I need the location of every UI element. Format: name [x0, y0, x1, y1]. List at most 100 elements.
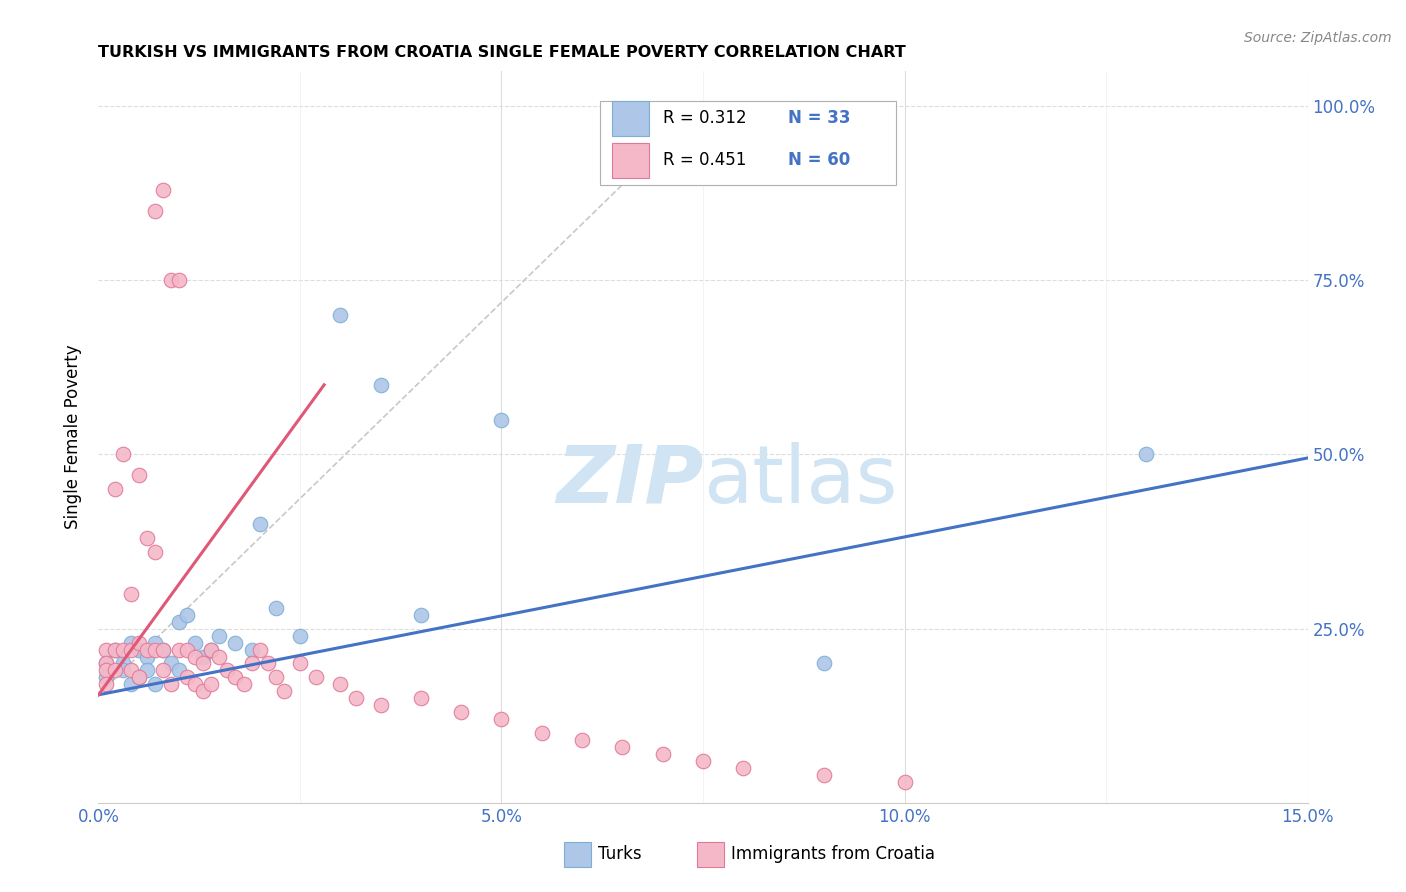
Text: R = 0.451: R = 0.451	[664, 152, 747, 169]
Text: Immigrants from Croatia: Immigrants from Croatia	[731, 845, 935, 863]
Point	[128, 468, 150, 483]
Point	[249, 642, 271, 657]
Point	[224, 635, 246, 649]
Point	[612, 740, 634, 755]
Text: atlas: atlas	[703, 442, 897, 520]
Point	[184, 649, 207, 664]
Point	[111, 642, 134, 657]
Point	[1135, 448, 1157, 462]
Point	[329, 308, 352, 322]
Point	[409, 691, 432, 706]
Point	[167, 615, 190, 629]
Point	[135, 531, 157, 545]
Point	[530, 726, 553, 740]
Point	[200, 642, 222, 657]
Point	[120, 635, 142, 649]
Text: R = 0.312: R = 0.312	[664, 110, 747, 128]
Point	[571, 733, 593, 747]
Point	[249, 517, 271, 532]
Point	[128, 642, 150, 657]
Point	[813, 657, 835, 671]
Point	[152, 642, 174, 657]
Text: ZIP: ZIP	[555, 442, 703, 520]
Point	[96, 677, 118, 691]
Point	[96, 670, 118, 684]
Point	[120, 664, 142, 678]
Point	[103, 642, 125, 657]
FancyBboxPatch shape	[600, 101, 897, 185]
Text: TURKISH VS IMMIGRANTS FROM CROATIA SINGLE FEMALE POVERTY CORRELATION CHART: TURKISH VS IMMIGRANTS FROM CROATIA SINGL…	[98, 45, 907, 61]
Bar	[697, 841, 724, 867]
Point	[96, 657, 118, 671]
Point	[200, 677, 222, 691]
Point	[193, 684, 215, 698]
Point	[329, 677, 352, 691]
Point	[193, 657, 215, 671]
Point	[111, 657, 134, 671]
Point	[135, 664, 157, 678]
Point	[143, 642, 166, 657]
Point	[167, 664, 190, 678]
Y-axis label: Single Female Poverty: Single Female Poverty	[65, 345, 83, 529]
Point	[152, 664, 174, 678]
Point	[240, 657, 263, 671]
Point	[184, 635, 207, 649]
Text: N = 33: N = 33	[787, 110, 851, 128]
Point	[733, 761, 755, 775]
Point	[232, 677, 254, 691]
Point	[143, 203, 166, 218]
Point	[370, 377, 392, 392]
Point	[128, 670, 150, 684]
Point	[120, 587, 142, 601]
Point	[128, 670, 150, 684]
Point	[193, 649, 215, 664]
Point	[208, 649, 231, 664]
Point	[120, 642, 142, 657]
Point	[96, 664, 118, 678]
Point	[167, 273, 190, 287]
Point	[143, 635, 166, 649]
Point	[651, 747, 673, 761]
Point	[184, 677, 207, 691]
Point	[152, 642, 174, 657]
Point	[176, 607, 198, 622]
Point	[450, 705, 472, 719]
Point	[344, 691, 367, 706]
Point	[217, 664, 239, 678]
Point	[160, 273, 183, 287]
Point	[103, 664, 125, 678]
Point	[264, 600, 287, 615]
Point	[491, 412, 513, 426]
Text: N = 60: N = 60	[787, 152, 849, 169]
Point	[692, 754, 714, 768]
Point	[152, 183, 174, 197]
Point	[96, 657, 118, 671]
Text: Turks: Turks	[598, 845, 641, 863]
Point	[128, 635, 150, 649]
Text: Source: ZipAtlas.com: Source: ZipAtlas.com	[1244, 31, 1392, 45]
Bar	[613, 143, 648, 178]
Point	[120, 677, 142, 691]
Point	[288, 629, 311, 643]
Bar	[564, 841, 591, 867]
Point	[240, 642, 263, 657]
Point	[264, 670, 287, 684]
Point	[273, 684, 295, 698]
Point	[176, 670, 198, 684]
Point	[370, 698, 392, 713]
Point	[135, 642, 157, 657]
Point	[409, 607, 432, 622]
Point	[813, 768, 835, 782]
Point	[111, 664, 134, 678]
Point	[135, 649, 157, 664]
Point	[893, 775, 915, 789]
Point	[305, 670, 328, 684]
Point	[143, 677, 166, 691]
Point	[491, 712, 513, 726]
Point	[143, 545, 166, 559]
Point	[208, 629, 231, 643]
Point	[200, 642, 222, 657]
Point	[256, 657, 278, 671]
Point	[176, 642, 198, 657]
Point	[224, 670, 246, 684]
